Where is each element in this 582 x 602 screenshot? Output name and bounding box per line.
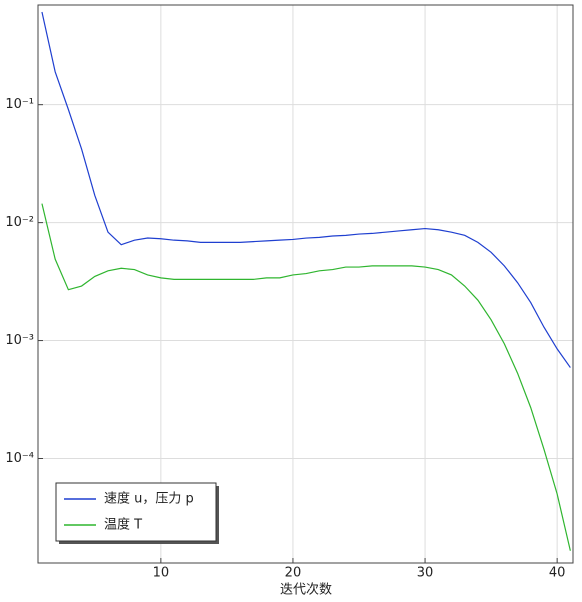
x-tick-label: 30 (417, 566, 434, 581)
y-tick-label: 10⁻⁴ (5, 451, 34, 466)
x-tick-label: 40 (549, 566, 566, 581)
y-tick-label: 10⁻¹ (5, 97, 34, 112)
series-line (41, 203, 571, 551)
plot-frame (37, 4, 574, 564)
y-tick-label: 10⁻² (5, 215, 34, 230)
legend-label: 温度 T (104, 517, 142, 533)
y-tick-label: 10⁻³ (5, 333, 34, 348)
legend-label: 速度 u，压力 p (104, 491, 194, 507)
x-tick-label: 10 (153, 566, 170, 581)
legend: 速度 u，压力 p 温度 T (55, 482, 217, 542)
series-line (41, 11, 571, 368)
x-tick-label: 20 (285, 566, 302, 581)
x-axis-label: 迭代次数 (280, 582, 332, 598)
legend-box (55, 482, 217, 542)
